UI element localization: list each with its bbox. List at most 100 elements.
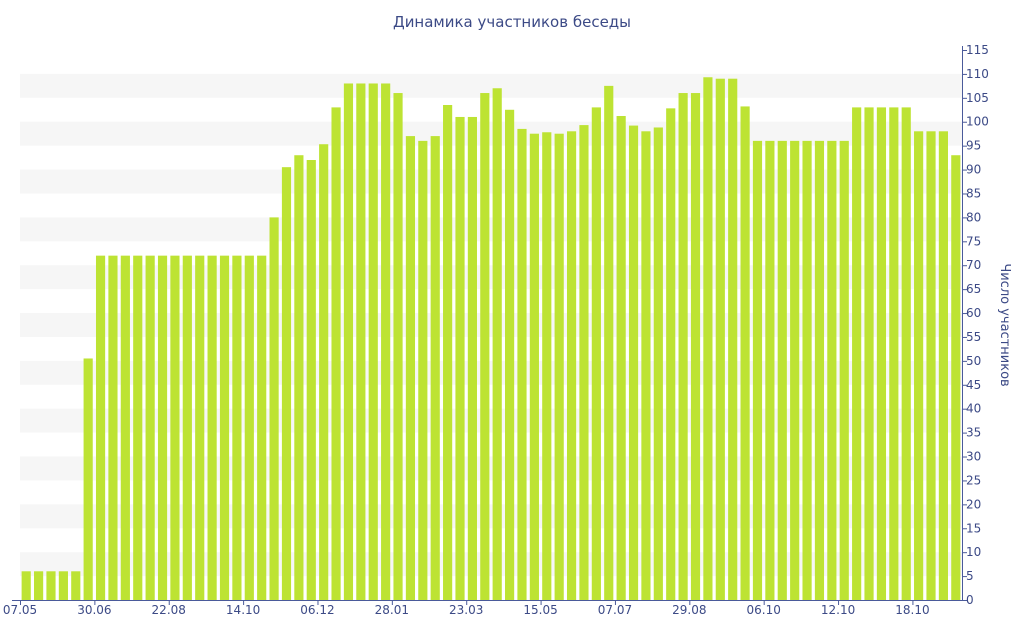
bar xyxy=(480,93,490,600)
x-tick-label: 14.10 xyxy=(226,603,260,617)
bar xyxy=(517,128,527,600)
bar xyxy=(566,131,577,601)
bar xyxy=(852,107,862,600)
bar xyxy=(58,571,68,600)
bar xyxy=(604,85,614,601)
y-tick-label: 100 xyxy=(966,115,989,129)
bar xyxy=(641,131,651,601)
x-tick-label: 29.08 xyxy=(672,603,706,617)
y-tick-label: 35 xyxy=(966,426,981,440)
bar xyxy=(864,107,874,600)
bar xyxy=(219,255,230,600)
y-axis-title: Число участников xyxy=(997,263,1012,386)
bar xyxy=(653,127,663,600)
axes xyxy=(12,46,967,605)
bar xyxy=(802,140,812,600)
bar xyxy=(306,160,316,600)
y-tick-label: 115 xyxy=(966,43,989,57)
y-tick-label: 70 xyxy=(966,258,981,272)
x-tick-label: 07.05 xyxy=(3,603,37,617)
y-tick-label: 15 xyxy=(966,521,981,535)
y-tick-label: 50 xyxy=(966,354,981,368)
chart-title: Динамика участников беседы xyxy=(392,13,632,31)
bar xyxy=(678,93,688,600)
grid-bands xyxy=(20,73,962,577)
bar xyxy=(95,255,106,600)
bar xyxy=(120,255,130,600)
grid-band xyxy=(20,408,962,433)
bar xyxy=(765,140,775,600)
y-tick-label: 40 xyxy=(966,402,981,416)
bar xyxy=(21,571,31,600)
grid-band xyxy=(20,265,962,290)
y-tick-label: 105 xyxy=(966,91,989,105)
bar xyxy=(728,78,738,600)
x-tick-label: 12.10 xyxy=(821,603,855,617)
x-tick-labels: 07.05 30.06 22.08 14.10 06.12 28.01 23.03 15.05… xyxy=(3,603,930,617)
y-tick-label: 60 xyxy=(966,306,981,320)
y-tick-label: 85 xyxy=(966,186,981,200)
bar xyxy=(269,217,279,600)
bar xyxy=(182,255,192,600)
x-tick-label: 18.10 xyxy=(895,603,929,617)
bar xyxy=(467,116,477,601)
bar xyxy=(951,155,961,600)
y-tick-label: 95 xyxy=(966,139,981,153)
bar xyxy=(814,140,825,600)
bar xyxy=(343,83,354,601)
x-tick-label: 06.10 xyxy=(747,603,781,617)
bar xyxy=(195,255,205,600)
bar xyxy=(83,358,93,600)
y-tick-labels: 0 5 10 15 20 25 30 35 40 45 50 55 60 65 70 75 80 85 90 95 10… xyxy=(966,43,989,607)
y-tick-label: 90 xyxy=(966,163,981,177)
grid-band xyxy=(20,217,962,242)
y-tick-label: 0 xyxy=(966,593,974,607)
y-tick-label: 65 xyxy=(966,282,981,296)
y-tick-label: 30 xyxy=(966,450,981,464)
bar xyxy=(418,140,428,600)
x-tick-label: 15.05 xyxy=(523,603,557,617)
bar xyxy=(294,155,304,600)
bar xyxy=(839,140,849,600)
bar xyxy=(443,105,453,600)
bar xyxy=(133,255,143,600)
bar xyxy=(529,133,539,600)
bar xyxy=(690,93,701,600)
y-tick-label: 75 xyxy=(966,234,981,248)
y-tick-label: 55 xyxy=(966,330,981,344)
y-tick-label: 5 xyxy=(966,569,974,583)
bar xyxy=(703,77,713,600)
bar xyxy=(430,136,440,600)
bar xyxy=(790,140,800,600)
bar xyxy=(505,109,515,600)
x-tick-label: 07.07 xyxy=(598,603,632,617)
bar xyxy=(938,131,948,601)
bar xyxy=(71,571,81,600)
bar xyxy=(46,571,56,600)
y-tick-label: 45 xyxy=(966,378,981,392)
y-tick-label: 80 xyxy=(966,210,981,224)
bar xyxy=(232,255,242,600)
x-tick-label: 28.01 xyxy=(375,603,409,617)
bar xyxy=(827,140,837,600)
grid-band xyxy=(20,504,962,529)
bar xyxy=(34,571,44,600)
y-tick-label: 10 xyxy=(966,545,981,559)
bar xyxy=(715,78,725,600)
grid-band xyxy=(20,121,962,146)
bar xyxy=(319,144,329,600)
bar xyxy=(393,93,403,600)
bar xyxy=(591,107,601,600)
bar xyxy=(405,136,416,600)
bar xyxy=(145,255,155,600)
bar xyxy=(926,131,936,601)
bar xyxy=(207,255,217,600)
bar xyxy=(616,116,626,600)
bar xyxy=(257,255,267,600)
grid-band xyxy=(20,313,962,337)
bar xyxy=(579,125,589,600)
bar xyxy=(281,167,292,601)
grid-band xyxy=(20,360,962,385)
bar xyxy=(777,140,787,600)
